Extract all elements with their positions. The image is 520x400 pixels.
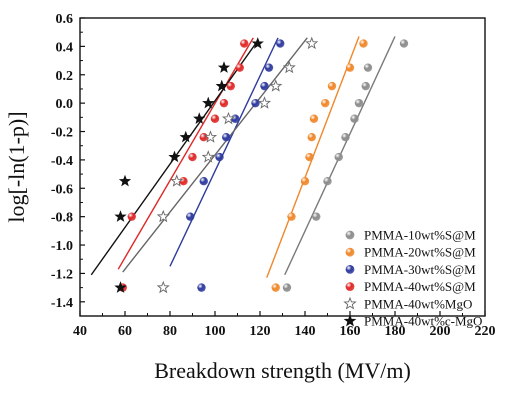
data-points [114,36,409,294]
data-point-pmma-30wt-s-m-5 [222,133,231,142]
x-tick-label: 80 [163,324,177,339]
data-point-pmma-40wt-mgo-8 [269,79,283,92]
x-tick-label: 160 [340,324,361,339]
data-point-pmma-40wt-mgo-9 [282,60,296,74]
data-point-pmma-20wt-s-m-4 [305,152,314,162]
x-tick-label: 200 [430,324,451,339]
data-point-pmma-20wt-s-m-9 [345,63,355,72]
y-tick-label: 0.0 [56,97,74,112]
data-point-pmma-40wt-s-m-4 [188,152,197,162]
x-tick-label: 60 [118,324,132,339]
data-point-pmma-40wt-c-mgo-6 [193,112,206,124]
data-point-pmma-40wt-c-mgo-4 [168,150,181,163]
data-point-pmma-40wt-c-mgo-9 [217,61,231,73]
data-point-pmma-10wt-s-m-5 [341,133,350,142]
data-point-pmma-10wt-s-m-8 [361,81,370,91]
data-point-pmma-40wt-c-mgo-3 [118,174,132,187]
data-point-pmma-20wt-s-m-3 [300,176,310,186]
data-point-pmma-30wt-s-m-1 [197,283,206,292]
legend-label: PMMA-30wt%S@M [364,262,476,277]
x-axis-title: Breakdown strength (MV/m) [154,358,411,383]
legend-marker-pmma-40wt-s-m [345,282,355,291]
y-tick-label: -1.4 [51,296,73,311]
x-tick-label: 40 [73,324,87,339]
data-point-pmma-40wt-c-mgo-8 [215,79,228,92]
data-point-pmma-40wt-s-m-7 [219,98,229,108]
y-tick-label: -0.2 [51,126,73,141]
x-tick-label: 220 [475,324,496,339]
data-point-pmma-40wt-s-m-9 [235,63,244,72]
fit-line-pmma-40wt-s-m [117,37,254,270]
data-point-pmma-40wt-mgo-7 [257,96,272,109]
data-point-pmma-40wt-mgo-6 [221,111,236,125]
fit-line-pmma-40wt-mgo [122,37,308,273]
legend-label: PMMA-20wt%S@M [364,245,476,260]
data-point-pmma-40wt-mgo-5 [203,130,218,143]
data-point-pmma-10wt-s-m-9 [363,63,373,72]
data-point-pmma-30wt-s-m-4 [215,152,224,162]
legend-label: PMMA-40wt%MgO [364,296,472,311]
y-tick-label: -1.0 [51,239,73,254]
data-point-pmma-10wt-s-m-3 [323,176,332,186]
y-tick-label: 0.2 [56,69,74,84]
data-point-pmma-30wt-s-m-7 [251,98,260,108]
y-tick-label: -0.4 [51,154,73,169]
legend-marker-pmma-10wt-s-m [345,230,355,240]
axis-ticks: 40 60 80 100 120 140 160 180 200 220 -1.4 -1.2 -1.0 -… [51,12,496,339]
legend: PMMA-10wt%S@M PMMA-20wt%S@M PMMA-30wt%S@M P… [343,228,482,329]
data-point-pmma-20wt-s-m-10 [359,39,368,48]
legend-marker-pmma-20wt-s-m [345,247,355,257]
data-point-pmma-40wt-s-m-8 [226,81,235,91]
data-point-pmma-40wt-c-mgo-1 [114,281,127,293]
x-tick-label: 140 [295,324,316,339]
y-tick-label: 0.6 [56,12,74,27]
data-point-pmma-40wt-s-m-2 [127,212,136,221]
data-point-pmma-10wt-s-m-2 [312,212,321,221]
data-point-pmma-40wt-mgo-2 [156,209,170,223]
data-point-pmma-30wt-s-m-2 [186,212,195,221]
fit-lines [90,36,396,278]
x-tick-label: 120 [250,324,271,339]
data-point-pmma-40wt-mgo-3 [170,174,184,187]
fit-line-pmma-30wt-s-m [169,37,279,267]
data-point-pmma-10wt-s-m-6 [350,114,359,123]
data-point-pmma-30wt-s-m-10 [276,39,285,48]
legend-marker-pmma-30wt-s-m [345,265,355,274]
data-point-pmma-40wt-s-m-10 [240,39,249,48]
data-point-pmma-30wt-s-m-9 [264,63,274,72]
y-tick-label: 0.4 [56,40,74,55]
data-point-pmma-20wt-s-m-6 [309,114,319,123]
data-point-pmma-40wt-c-mgo-10 [251,37,264,49]
data-point-pmma-20wt-s-m-5 [307,133,316,142]
data-point-pmma-40wt-mgo-10 [305,36,319,50]
data-point-pmma-10wt-s-m-4 [334,152,343,162]
data-point-pmma-40wt-mgo-4 [201,150,215,163]
data-point-pmma-20wt-s-m-8 [327,81,337,91]
data-point-pmma-40wt-c-mgo-2 [114,210,127,222]
data-point-pmma-30wt-s-m-3 [199,176,208,186]
y-tick-label: -1.2 [51,267,73,282]
legend-marker-pmma-40wt-mgo [343,296,357,310]
x-tick-label: 100 [205,324,226,339]
data-point-pmma-10wt-s-m-7 [354,98,364,108]
data-point-pmma-20wt-s-m-7 [321,98,330,108]
data-point-pmma-20wt-s-m-2 [287,212,296,221]
data-point-pmma-20wt-s-m-1 [271,283,280,292]
data-point-pmma-40wt-mgo-1 [156,280,170,294]
data-point-pmma-40wt-c-mgo-7 [202,96,215,109]
data-point-pmma-10wt-s-m-10 [399,39,409,48]
legend-label: PMMA-40wt%c-MgO [364,314,482,329]
legend-marker-pmma-40wt-c-mgo [343,314,357,327]
y-axis-title: log[-ln(1-p)] [4,111,29,222]
data-point-pmma-40wt-c-mgo-5 [179,130,192,143]
data-point-pmma-10wt-s-m-1 [282,283,292,292]
data-point-pmma-40wt-s-m-6 [210,114,220,123]
legend-label: PMMA-10wt%S@M [364,228,476,243]
x-tick-label: 180 [385,324,406,339]
y-tick-label: -0.8 [51,211,73,226]
legend-label: PMMA-40wt%S@M [364,279,476,294]
data-point-pmma-30wt-s-m-8 [260,81,269,91]
y-tick-label: -0.6 [51,182,73,197]
